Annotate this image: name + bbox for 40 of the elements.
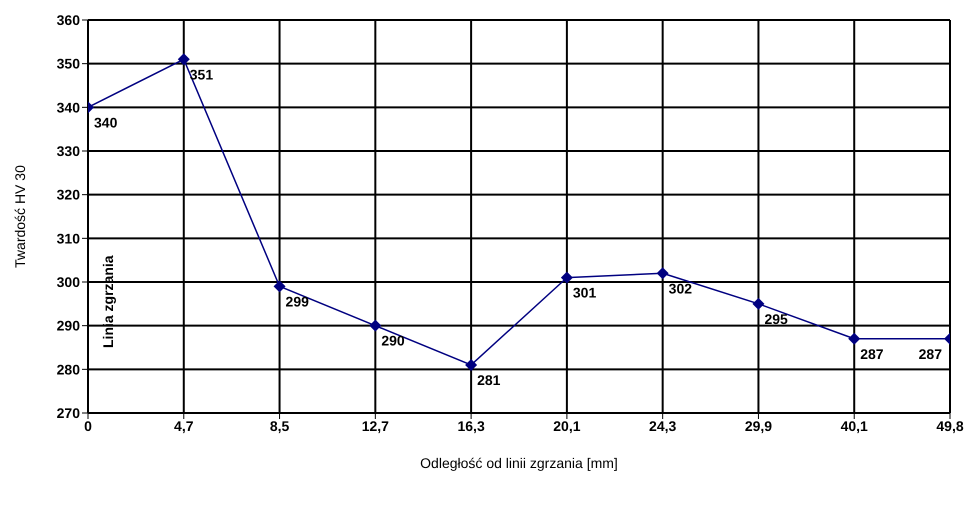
y-tick-label: 340 [56,99,80,116]
y-tick-label: 330 [56,142,80,159]
point [369,320,382,332]
y-tick-label: 360 [56,12,80,28]
point [465,358,478,371]
data-label: 295 [764,310,788,327]
data-label: 340 [94,114,118,130]
x-tick-label: 49,8 [936,418,964,434]
y-tick-label: 270 [56,404,80,421]
y-tick-label: 320 [56,186,80,203]
x-axis-title: Odległość od linii zgrzania [mm] [420,455,618,471]
x-tick-label: 16,3 [457,418,485,434]
x-tick-label: 12,7 [362,418,390,434]
y-tick-label: 300 [56,274,80,290]
data-label: 281 [477,372,501,388]
point [656,267,669,280]
data-label: 351 [190,66,214,82]
data-label: 299 [286,293,310,310]
x-tick-label: 0 [84,418,92,434]
y-tick-label: 350 [56,56,80,72]
point [178,53,190,66]
x-tick-label: 8,5 [270,418,290,434]
data-label: 302 [668,280,692,296]
y-tick-label: 280 [56,361,80,378]
y-axis-title: Twardość HV 30 [12,164,28,268]
x-tick-label: 40,1 [840,418,868,434]
x-tick-label: 4,7 [174,418,194,434]
x-tick-label: 29,9 [744,418,772,434]
y-tick-label: 310 [56,230,80,246]
x-tick-label: 24,3 [649,418,677,434]
data-label: 301 [572,284,596,301]
data-label: 287 [860,346,884,362]
data-label: 290 [381,332,405,349]
point [560,272,573,284]
point [274,280,286,292]
point [752,298,764,310]
point [848,332,860,345]
data-label: 287 [918,346,942,362]
x-tick-label: 20,1 [553,418,581,434]
y-tick-label: 290 [56,318,80,334]
